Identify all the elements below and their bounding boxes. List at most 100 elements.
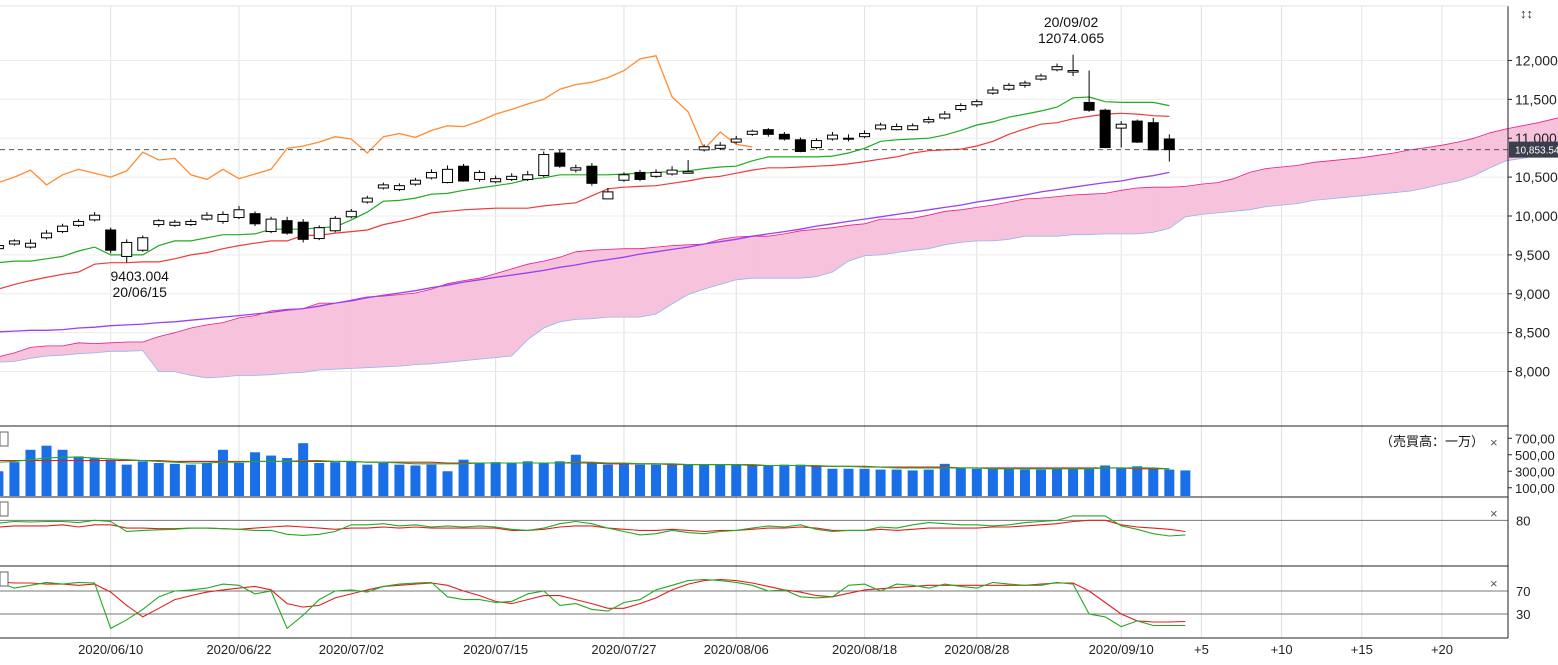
y-tick-label: 10,000 <box>1515 208 1558 224</box>
cloud-segment <box>78 342 95 354</box>
candle-up <box>265 218 277 233</box>
cloud-segment <box>367 295 384 368</box>
candle-down <box>1131 120 1143 143</box>
y-tick-label: 9,500 <box>1515 247 1550 263</box>
candle-down <box>554 152 566 167</box>
candle-up <box>425 171 437 179</box>
candle-down <box>1163 138 1175 151</box>
volume-bar <box>971 468 982 496</box>
tenkan-sen-line <box>0 96 1170 264</box>
cloud-segment <box>1120 187 1138 235</box>
x-tick-label: 2020/06/22 <box>206 642 271 657</box>
y-tick-label: 11,500 <box>1515 91 1557 107</box>
volume-bar <box>474 463 485 496</box>
volume-y-tick-label: 500,00 <box>1515 448 1555 463</box>
volume-bar <box>795 464 806 496</box>
cloud-segment <box>960 207 978 243</box>
volume-y-tick-label: 300,00 <box>1515 464 1555 479</box>
candle-up <box>923 119 935 123</box>
candle-up <box>153 220 165 226</box>
cloud-segment <box>639 246 657 318</box>
volume-bar <box>715 464 726 496</box>
cloud-segment <box>399 292 416 367</box>
candle-up <box>859 133 871 138</box>
volume-bar <box>250 452 261 496</box>
candle-down <box>1099 109 1111 149</box>
cloud-segment <box>1457 137 1475 182</box>
cloud-segment <box>1217 178 1234 214</box>
cloud-segment <box>302 302 320 373</box>
x-tick-label: +20 <box>1431 642 1453 657</box>
candle-up <box>1067 70 1079 73</box>
senkou-span-a-line <box>0 117 1558 357</box>
cloud-segment <box>1313 160 1330 201</box>
cloud-segment <box>158 332 176 372</box>
volume-bar <box>538 463 549 496</box>
candle-up <box>987 89 999 94</box>
candle-up <box>570 167 582 171</box>
volume-bar <box>234 463 244 496</box>
cloud-segment <box>190 324 208 379</box>
y-tick-label: 8,000 <box>1515 364 1550 380</box>
candle-up <box>682 171 694 174</box>
cloud-segment <box>1265 166 1282 207</box>
volume-bar <box>955 467 966 496</box>
candle-down <box>762 129 774 135</box>
cloud-segment <box>479 273 496 360</box>
kijun-sen-line <box>0 112 1170 290</box>
candle-up <box>313 227 325 240</box>
osc2-y-tick-label: 30 <box>1516 607 1530 622</box>
candle-up <box>810 140 822 149</box>
cloud-segment <box>1072 193 1090 235</box>
cloud-segment <box>254 310 272 376</box>
volume-bar <box>394 464 405 496</box>
candle-up <box>826 134 838 140</box>
senkou-span-b-line <box>0 151 1558 379</box>
candle-up <box>891 126 903 131</box>
low-annotation-date: 20/06/15 <box>112 284 167 300</box>
volume-bar <box>1068 468 1079 496</box>
volume-bar <box>330 462 341 496</box>
candle-down <box>634 171 646 180</box>
candle-up <box>24 242 36 248</box>
x-tick-label: 2020/08/28 <box>944 642 1009 657</box>
candle-up <box>971 101 983 106</box>
cloud-segment <box>415 288 432 365</box>
volume-bar <box>843 468 854 496</box>
volume-bar <box>699 464 710 496</box>
cloud-segment <box>1329 158 1347 200</box>
cloud-segment <box>1201 182 1218 215</box>
x-tick-label: +5 <box>1194 642 1209 657</box>
candle-up <box>474 171 486 180</box>
candle-up <box>409 179 421 185</box>
candle-up <box>746 130 758 135</box>
candle-up <box>907 125 919 131</box>
cloud-segment <box>848 223 865 262</box>
candle-down <box>1083 101 1095 111</box>
cloud-segment <box>463 277 480 361</box>
cloud-segment <box>206 322 224 379</box>
cloud-segment <box>222 317 240 378</box>
candle-down <box>586 165 598 184</box>
volume-bar <box>667 464 678 496</box>
cloud-segment <box>976 204 994 242</box>
volume-bar <box>73 456 84 496</box>
volume-bar <box>378 463 389 496</box>
volume-bar <box>939 463 950 496</box>
cloud-segment <box>1040 196 1058 237</box>
high-annotation-date: 20/09/02 <box>1044 14 1099 30</box>
candle-up <box>233 209 245 219</box>
volume-bar <box>987 468 998 496</box>
candle-up <box>41 232 53 239</box>
cloud-segment <box>1345 157 1363 198</box>
cloud-segment <box>1425 144 1443 189</box>
cloud-segment <box>126 341 144 352</box>
volume-bar <box>1019 469 1030 496</box>
volume-bar <box>811 465 822 496</box>
cloud-segment <box>174 327 192 376</box>
x-tick-label: 2020/06/10 <box>78 642 143 657</box>
volume-bar <box>121 464 132 496</box>
volume-bar <box>1052 468 1063 496</box>
volume-bar <box>1148 467 1159 496</box>
